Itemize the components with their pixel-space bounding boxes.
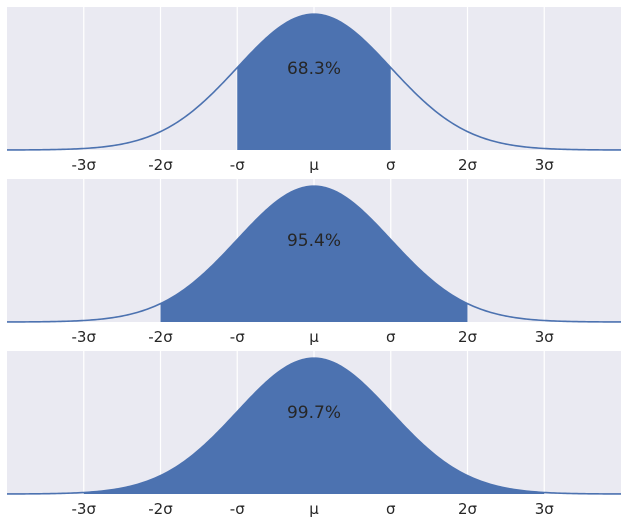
tick-label-4: μ	[309, 328, 319, 346]
panel-1: 68.3% -3σ -2σ -σ μ σ 2σ 3σ	[7, 7, 621, 174]
tick-label-6: 2σ	[458, 500, 478, 518]
density-curve	[7, 357, 621, 495]
density-curve	[7, 185, 621, 323]
tick-label-7: 3σ	[535, 500, 555, 518]
tick-label-5: σ	[386, 500, 396, 518]
shaded-area	[237, 14, 391, 151]
tick-label-6: 2σ	[458, 328, 478, 346]
shaded-area	[83, 358, 545, 494]
tick-label-7: 3σ	[535, 328, 555, 346]
tick-label-7: 3σ	[535, 156, 555, 174]
tick-label-3: -σ	[230, 156, 245, 174]
density-curve	[7, 13, 621, 151]
tick-label-2: -2σ	[148, 500, 173, 518]
tick-label-2: -2σ	[148, 328, 173, 346]
tick-label-3: -σ	[230, 328, 245, 346]
tick-label-6: 2σ	[458, 156, 478, 174]
tick-label-1: -3σ	[72, 328, 97, 346]
shaded-area	[160, 186, 468, 322]
tick-label-2: -2σ	[148, 156, 173, 174]
tick-label-3: -σ	[230, 500, 245, 518]
panel-2: 95.4% -3σ -2σ -σ μ σ 2σ 3σ	[7, 179, 621, 346]
tick-label-4: μ	[309, 156, 319, 174]
percentage-label: 95.4%	[287, 231, 341, 251]
tick-label-5: σ	[386, 328, 396, 346]
percentage-label: 99.7%	[287, 403, 341, 423]
percentage-label: 68.3%	[287, 59, 341, 79]
tick-label-4: μ	[309, 500, 319, 518]
tick-label-1: -3σ	[72, 500, 97, 518]
panel-3: 99.7% -3σ -2σ -σ μ σ 2σ 3σ	[7, 351, 621, 518]
tick-label-5: σ	[386, 156, 396, 174]
tick-label-1: -3σ	[72, 156, 97, 174]
